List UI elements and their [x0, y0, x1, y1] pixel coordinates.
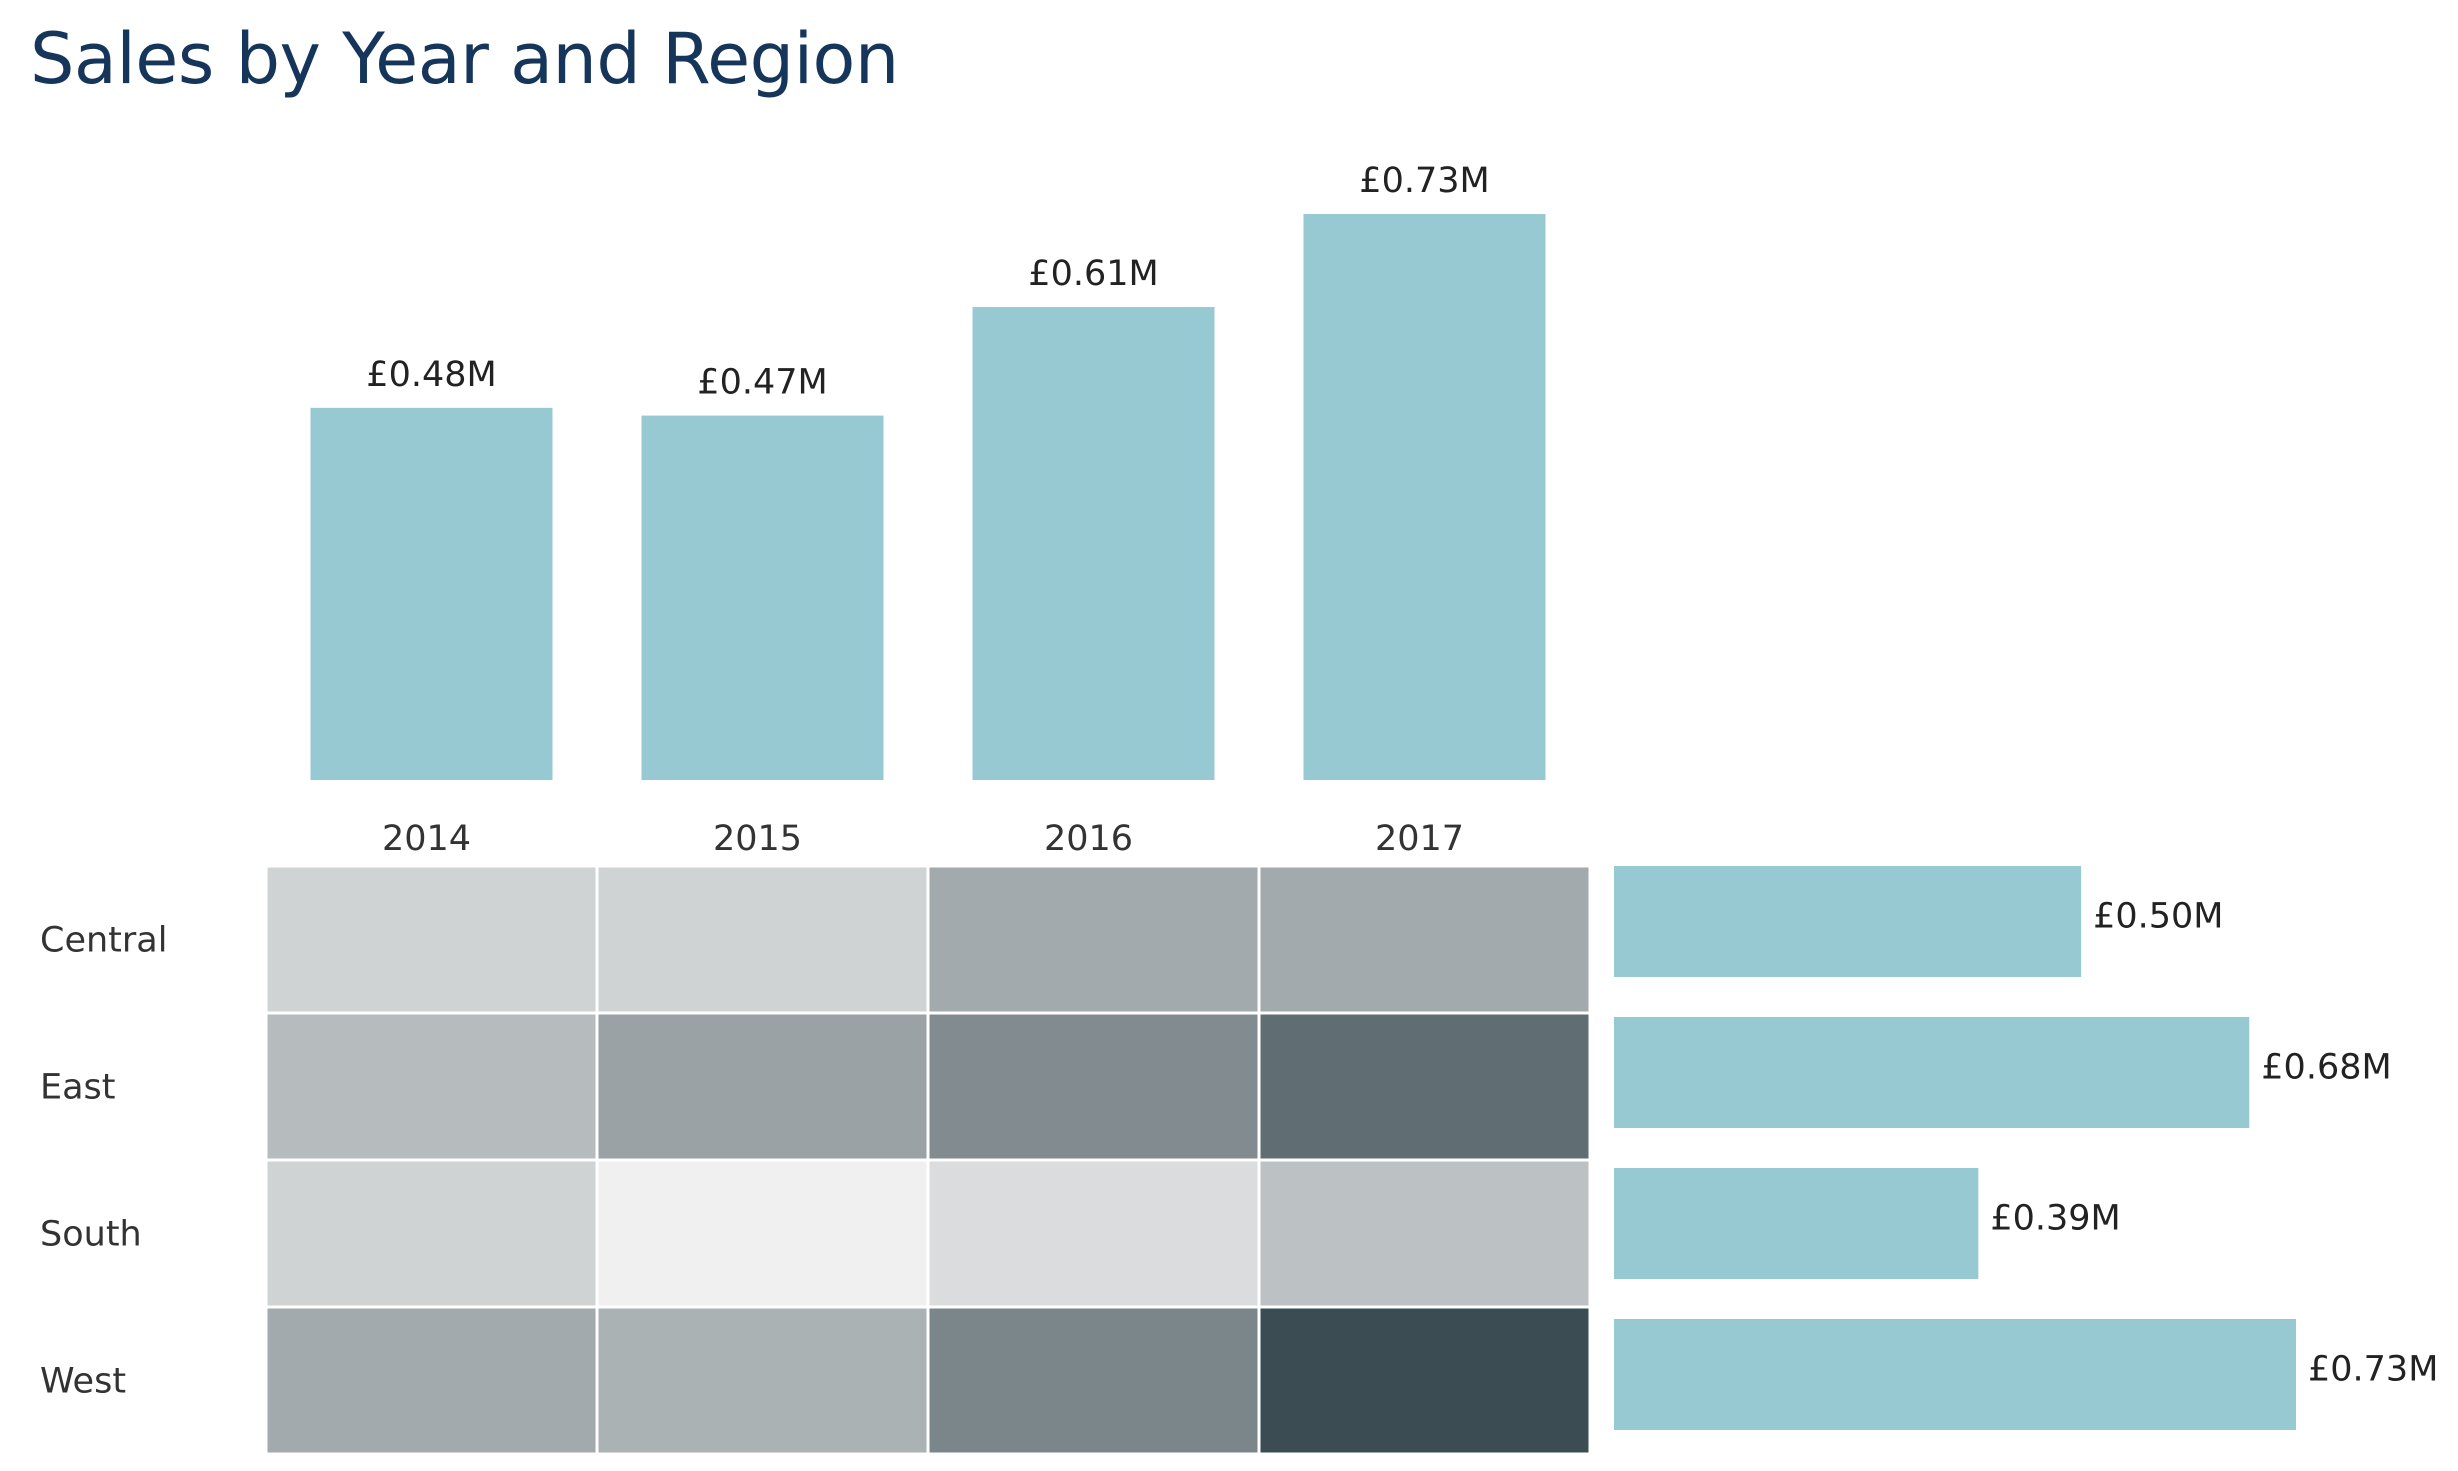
region-year-heatmap — [264, 864, 1592, 1456]
year-bar-value-label: £0.48M — [366, 355, 496, 395]
heatmap-cell-east-2017 — [1257, 1011, 1592, 1162]
year-bar-value-label: £0.73M — [1359, 161, 1489, 201]
heatmap-cell-central-2016 — [926, 864, 1261, 1015]
heatmap-cell-south-2017 — [1257, 1158, 1592, 1309]
heatmap-cell-south-2016 — [926, 1158, 1261, 1309]
region-bar-value-label: £0.39M — [1990, 1199, 2120, 1239]
year-bar-value-label: £0.61M — [1028, 254, 1158, 294]
region-bar-central — [1614, 866, 2082, 977]
year-axis-label: 2017 — [1375, 819, 1464, 859]
heatmap-cell-east-2016 — [926, 1011, 1261, 1162]
heatmap-cell-west-2016 — [926, 1305, 1261, 1456]
heatmap-cell-west-2017 — [1257, 1305, 1592, 1456]
year-axis-label: 2016 — [1044, 819, 1133, 859]
heatmap-cell-central-2014 — [264, 864, 599, 1015]
region-axis-label: Central — [40, 921, 167, 961]
region-axis-label: West — [40, 1362, 126, 1402]
heatmap-cell-west-2014 — [264, 1305, 599, 1456]
year-axis-label: 2015 — [713, 819, 802, 859]
page-title: Sales by Year and Region — [30, 18, 899, 100]
heatmap-cell-west-2015 — [595, 1305, 930, 1456]
year-bar-2016 — [972, 307, 1215, 780]
region-axis-label: South — [40, 1215, 142, 1255]
year-axis-label: 2014 — [382, 819, 471, 859]
heatmap-cell-central-2015 — [595, 864, 930, 1015]
region-axis: Central East South West — [40, 921, 167, 1402]
heatmap-cell-central-2017 — [1257, 864, 1592, 1015]
region-bar-value-label: £0.50M — [2093, 897, 2223, 937]
year-bar-2014 — [310, 407, 553, 780]
region-bar-chart: £0.50M £0.68M £0.39M £0.73M — [1614, 866, 2438, 1430]
region-bar-west — [1614, 1319, 2296, 1430]
heatmap-cell-east-2014 — [264, 1011, 599, 1162]
heatmap-cell-south-2014 — [264, 1158, 599, 1309]
region-axis-label: East — [40, 1068, 116, 1108]
year-bar-2017 — [1303, 214, 1546, 780]
heatmap-cell-south-2015 — [595, 1158, 930, 1309]
region-bar-east — [1614, 1017, 2250, 1128]
region-bar-value-label: £0.68M — [2261, 1048, 2391, 1088]
region-bar-value-label: £0.73M — [2308, 1350, 2438, 1390]
year-bar-chart: £0.48M £0.47M £0.61M £0.73M — [310, 161, 1546, 780]
region-bar-south — [1614, 1168, 1979, 1279]
heatmap-cell-east-2015 — [595, 1011, 930, 1162]
year-bar-2015 — [641, 415, 884, 780]
year-axis: 2014 2015 2016 2017 — [382, 819, 1464, 859]
year-bar-value-label: £0.47M — [697, 363, 827, 403]
